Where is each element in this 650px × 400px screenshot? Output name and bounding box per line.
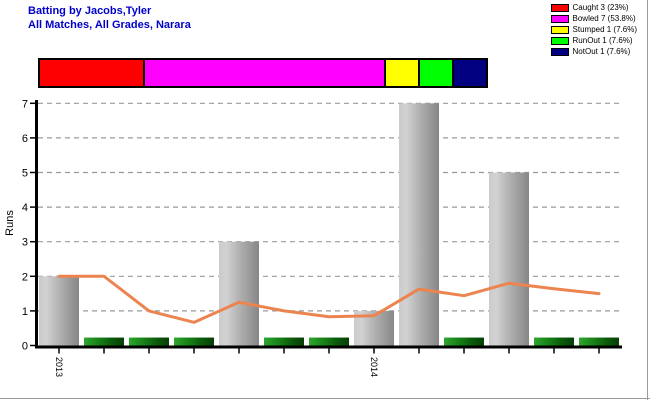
y-tick-label-0: 0	[22, 341, 28, 353]
dismissal-segment-bowled	[142, 60, 384, 86]
runs-bar-innings-5	[219, 241, 259, 346]
legend-swatch-notout	[550, 48, 569, 56]
duck-marker-innings-4	[174, 337, 214, 346]
legend-label-stumped: Stumped 1 (7.6%)	[572, 25, 637, 34]
legend-item-runout: RunOut 1 (7.6%)	[550, 36, 637, 46]
legend-label-caught: Caught 3 (23%)	[572, 3, 629, 12]
duck-marker-innings-6	[264, 337, 304, 346]
y-tick-label-4: 4	[22, 202, 28, 214]
dismissal-segment-stumped	[383, 60, 418, 86]
duck-marker-innings-13	[579, 337, 619, 346]
y-tick-label-1: 1	[22, 306, 28, 318]
legend-swatch-stumped	[550, 26, 569, 34]
runs-bar-innings-9	[399, 103, 439, 346]
legend-swatch-caught	[550, 4, 569, 12]
window-border-right	[646, 0, 648, 400]
dismissal-distribution-bar	[38, 58, 488, 88]
y-tick-label-2: 2	[22, 271, 28, 283]
dismissal-segment-notout	[451, 60, 486, 86]
duck-marker-innings-2	[84, 337, 124, 346]
legend-item-caught: Caught 3 (23%)	[550, 3, 637, 13]
chart-title: Batting by Jacobs,Tyler	[28, 5, 152, 17]
legend-item-notout: NotOut 1 (7.6%)	[550, 47, 637, 57]
window-border-bottom	[0, 397, 650, 399]
y-axis-label: Runs	[4, 210, 16, 236]
legend-item-bowled: Bowled 7 (53.8%)	[550, 14, 637, 24]
running-average-line	[57, 274, 601, 324]
legend-item-stumped: Stumped 1 (7.6%)	[550, 25, 637, 35]
x-year-label-2014: 2014	[369, 357, 379, 377]
y-tick-label-7: 7	[22, 98, 28, 110]
legend-swatch-bowled	[550, 15, 569, 23]
legend-label-notout: NotOut 1 (7.6%)	[572, 47, 631, 56]
duck-marker-innings-12	[534, 337, 574, 346]
legend-label-runout: RunOut 1 (7.6%)	[572, 36, 633, 45]
x-year-label-2013: 2013	[54, 357, 64, 377]
chart-subtitle: All Matches, All Grades, Narara	[28, 19, 191, 31]
dismissal-legend: Caught 3 (23%) Bowled 7 (53.8%) Stumped 1 …	[550, 3, 637, 58]
duck-marker-innings-3	[129, 337, 169, 346]
y-tick-label-5: 5	[22, 168, 28, 180]
runs-bar-innings-1	[39, 276, 79, 346]
legend-label-bowled: Bowled 7 (53.8%)	[572, 14, 636, 23]
y-tick-label-3: 3	[22, 237, 28, 249]
runs-bar-innings-11	[489, 172, 529, 346]
duck-marker-innings-7	[309, 337, 349, 346]
dismissal-segment-caught	[40, 60, 143, 86]
dismissal-segment-runout	[417, 60, 452, 86]
duck-marker-innings-10	[444, 337, 484, 346]
y-tick-label-6: 6	[22, 133, 28, 145]
legend-swatch-runout	[550, 37, 569, 45]
